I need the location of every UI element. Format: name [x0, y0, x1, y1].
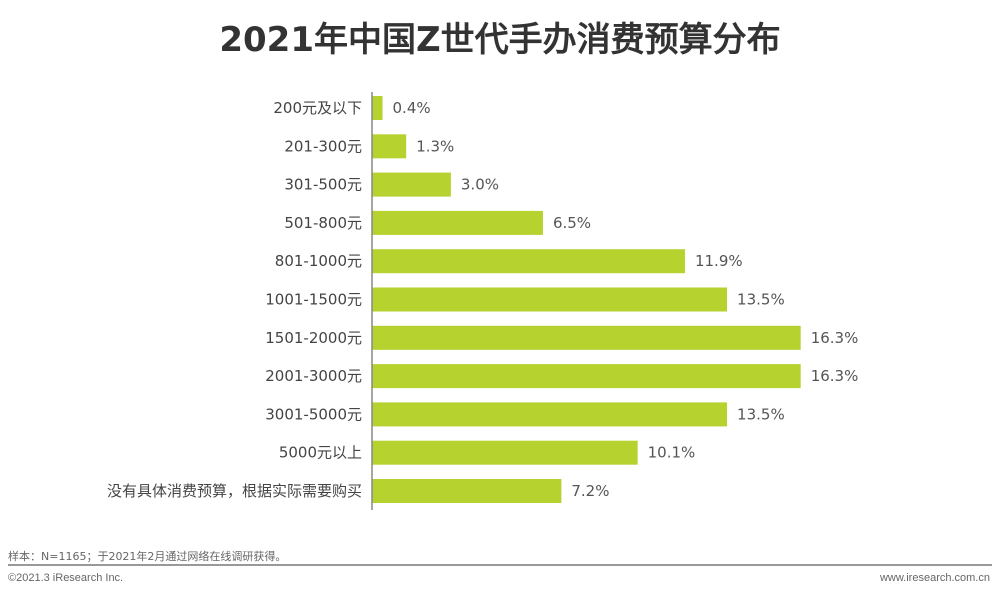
footer-divider	[8, 564, 992, 566]
data-label: 7.2%	[571, 482, 609, 500]
data-label: 16.3%	[811, 367, 859, 385]
data-label: 10.1%	[648, 444, 696, 462]
category-label: 801-1000元	[275, 252, 362, 270]
bar	[372, 96, 383, 120]
category-label: 201-300元	[284, 137, 362, 155]
category-label: 1001-1500元	[265, 291, 362, 309]
bar	[372, 210, 543, 235]
data-label: 0.4%	[393, 99, 431, 117]
data-label: 13.5%	[737, 291, 785, 309]
category-label: 2001-3000元	[265, 367, 362, 385]
category-label: 5000元以上	[279, 444, 362, 462]
bar	[372, 364, 801, 389]
category-label: 501-800元	[284, 214, 362, 232]
bar	[372, 479, 562, 503]
chart-title: 2021年中国Z世代手办消费预算分布	[219, 20, 781, 60]
bar	[372, 134, 407, 159]
sample-note: 样本：N=1165；于2021年2月通过网络在线调研获得。	[8, 550, 287, 563]
category-label: 3001-5000元	[265, 405, 362, 423]
data-label: 1.3%	[416, 137, 454, 155]
data-label: 16.3%	[811, 329, 859, 347]
category-label: 301-500元	[284, 176, 362, 194]
category-label: 没有具体消费预算，根据实际需要购买	[107, 482, 362, 500]
bar	[372, 440, 638, 465]
copyright: ©2021.3 iResearch Inc.	[8, 572, 124, 584]
bar	[372, 402, 728, 427]
data-label: 3.0%	[461, 176, 499, 194]
bar	[372, 249, 685, 274]
data-label: 11.9%	[695, 252, 743, 270]
category-label: 1501-2000元	[265, 329, 362, 347]
bar	[372, 287, 728, 312]
data-label: 13.5%	[737, 405, 785, 423]
data-label: 6.5%	[553, 214, 591, 232]
category-label: 200元及以下	[273, 99, 362, 117]
bar	[372, 172, 451, 197]
website: www.iresearch.com.cn	[879, 572, 990, 584]
bar	[372, 325, 801, 350]
bar-chart: 200元及以下 0.4% 201-300元 1.3% 301-500元 3.0% 501-8…	[107, 92, 859, 510]
